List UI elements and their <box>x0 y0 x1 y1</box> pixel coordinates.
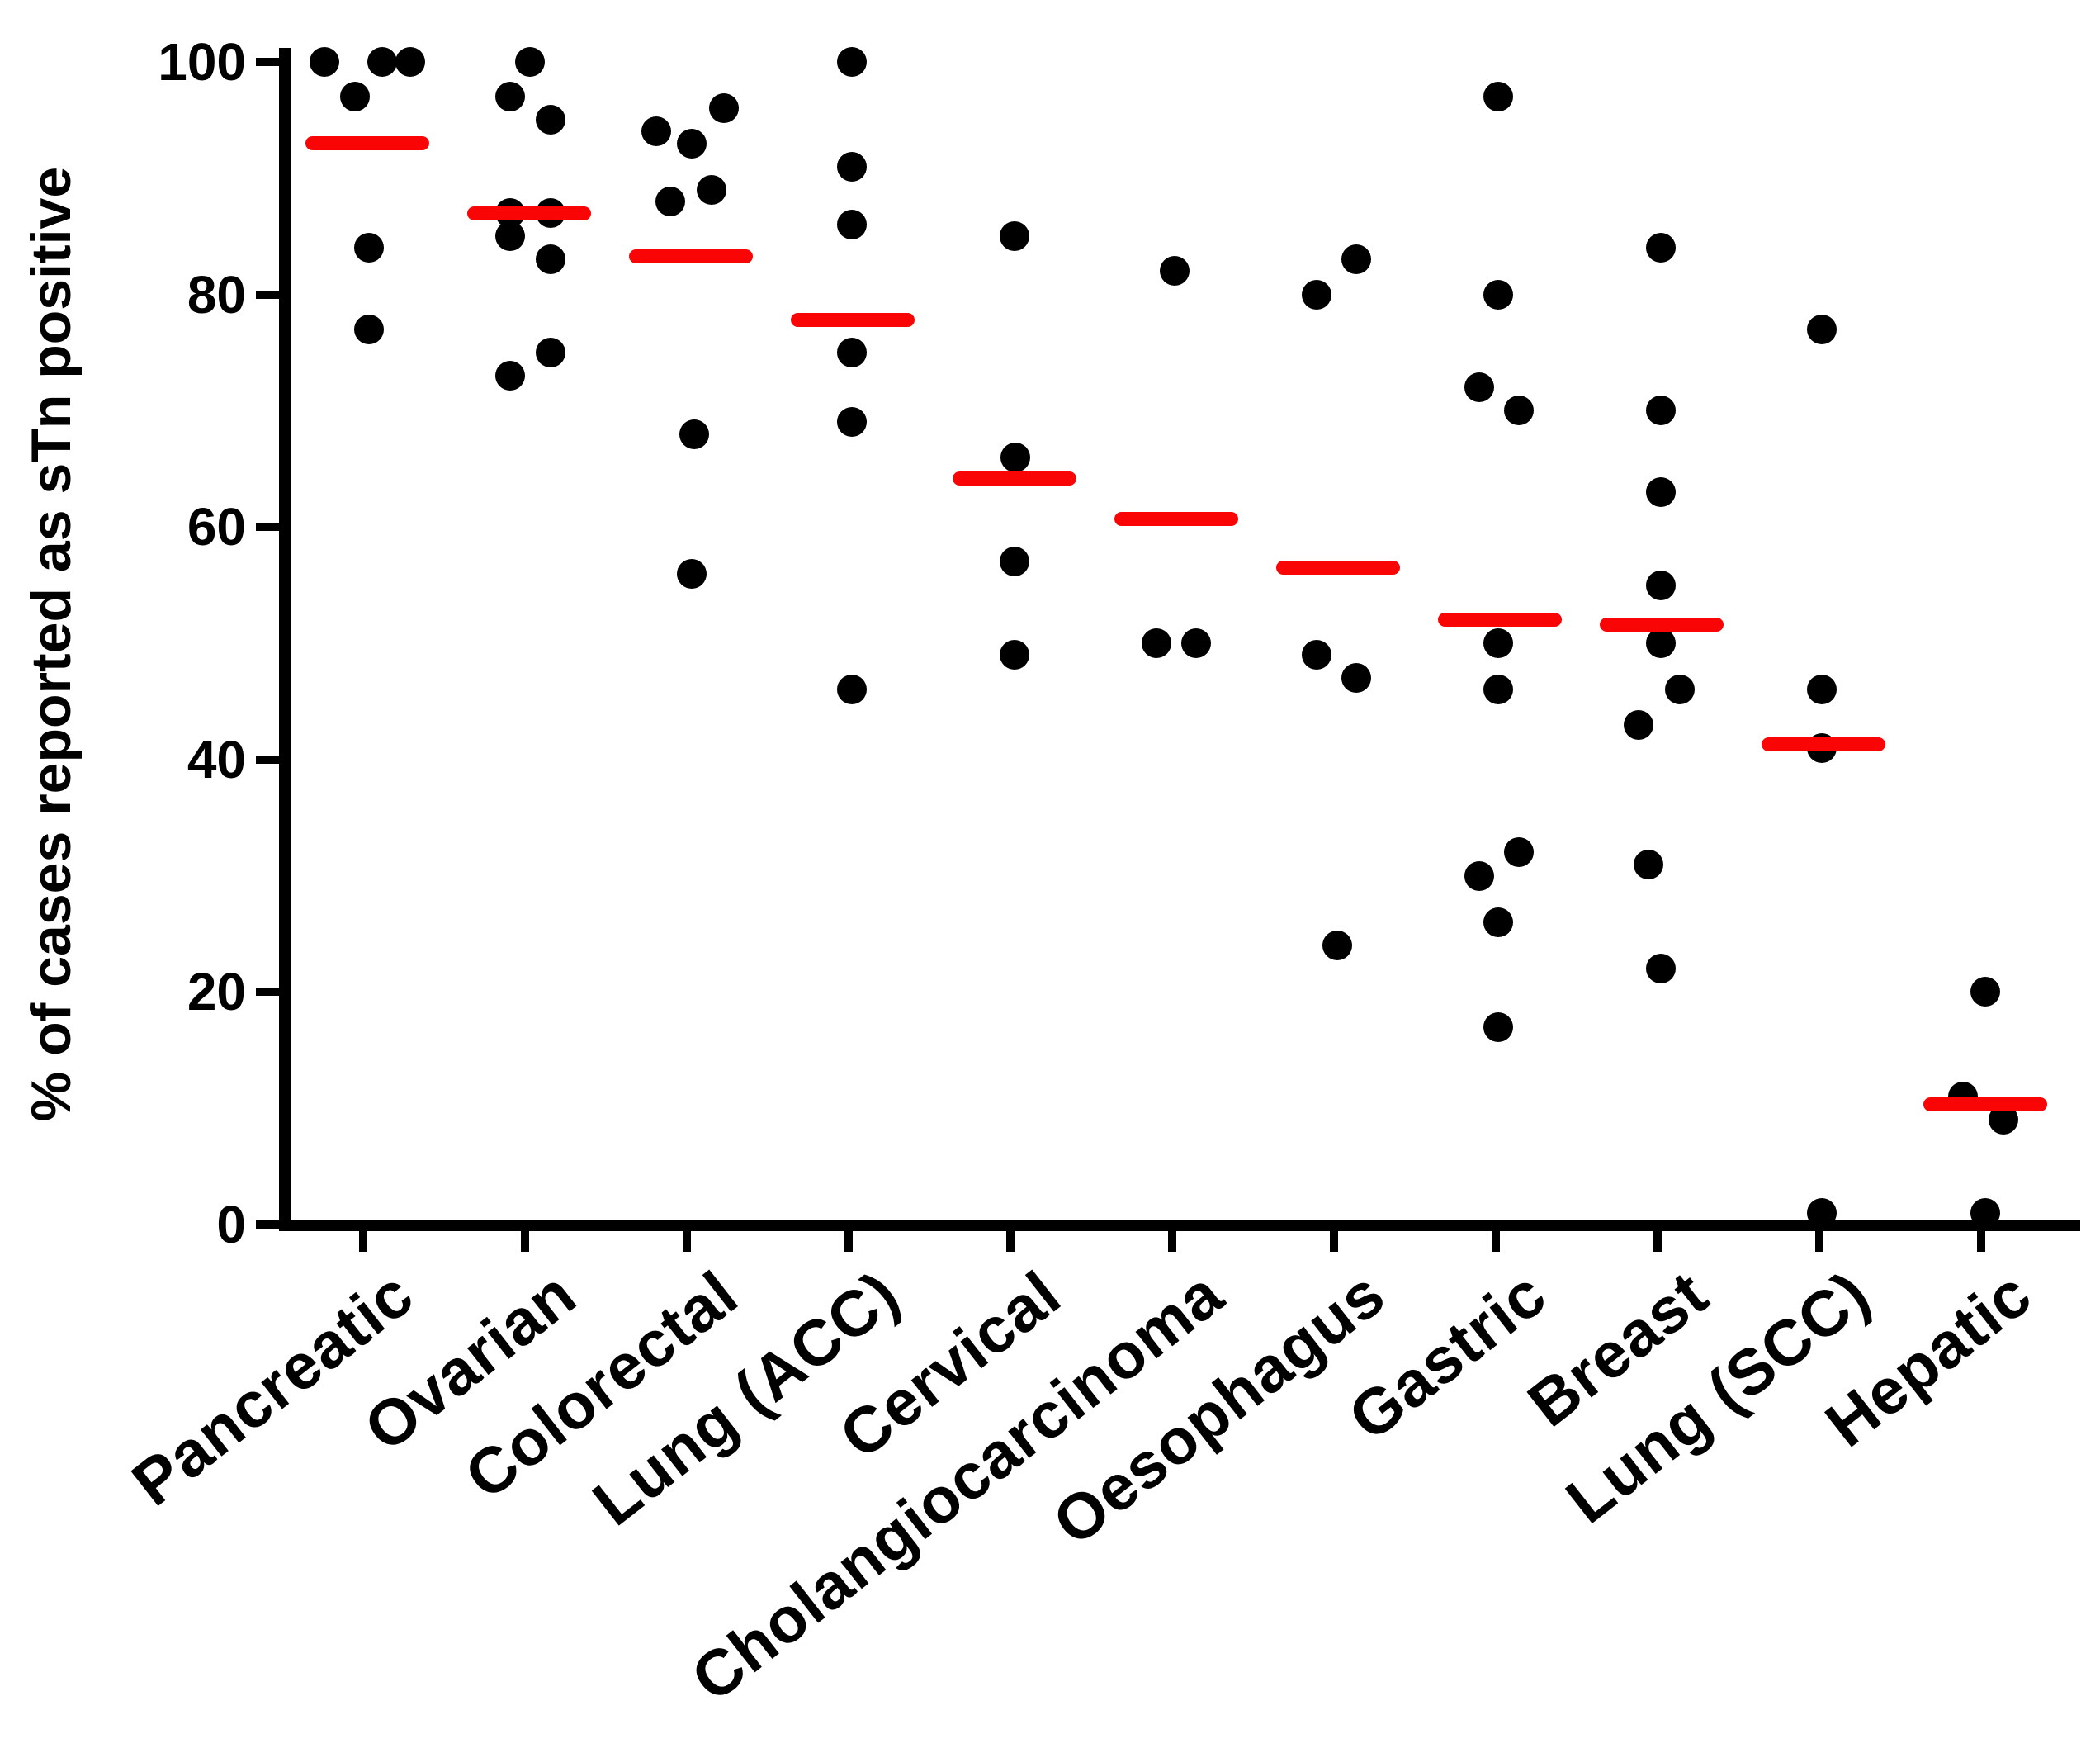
x-axis-tick <box>521 1230 529 1252</box>
data-point <box>395 47 425 77</box>
mean-line <box>1600 617 1724 632</box>
y-tick-label: 0 <box>216 1195 246 1254</box>
data-point <box>1160 256 1190 287</box>
data-point <box>1000 442 1030 472</box>
data-point <box>1646 954 1676 984</box>
data-point <box>837 338 867 367</box>
data-point <box>641 116 671 147</box>
mean-line <box>1114 511 1238 526</box>
data-point <box>677 128 707 159</box>
mean-line <box>1438 613 1562 628</box>
data-point <box>1483 82 1513 112</box>
data-point <box>837 210 867 240</box>
data-point <box>679 419 709 449</box>
data-point <box>677 558 707 589</box>
mean-line <box>1276 560 1400 575</box>
data-point <box>495 82 525 112</box>
x-axis-tick <box>683 1230 691 1252</box>
data-point <box>1302 640 1331 670</box>
data-point <box>1970 977 2000 1007</box>
y-axis-tick <box>256 58 279 66</box>
data-point <box>536 244 565 275</box>
y-axis-tick <box>256 988 279 997</box>
data-point <box>1464 372 1494 403</box>
x-axis-tick <box>1815 1230 1823 1252</box>
data-point <box>1000 221 1029 252</box>
x-axis-tick <box>1492 1230 1500 1252</box>
mean-line <box>1923 1097 2047 1112</box>
y-axis-tick <box>256 1220 279 1229</box>
data-point <box>1483 675 1513 705</box>
data-point <box>1483 628 1513 658</box>
x-axis-tick <box>1006 1230 1015 1252</box>
data-point <box>1646 570 1676 600</box>
mean-line <box>953 471 1076 486</box>
y-tick-label: 20 <box>187 962 246 1022</box>
data-point <box>1807 675 1837 705</box>
data-point <box>1302 279 1331 310</box>
y-axis-tick <box>256 523 279 532</box>
y-tick-label: 80 <box>187 264 246 324</box>
y-tick-label: 100 <box>158 32 246 92</box>
data-point <box>709 93 739 124</box>
x-axis-tick <box>1330 1230 1338 1252</box>
data-point <box>655 186 685 216</box>
data-point <box>1504 837 1534 868</box>
data-point <box>1483 1011 1513 1042</box>
data-point <box>495 361 525 391</box>
data-point <box>1483 279 1513 310</box>
x-axis-tick <box>1977 1230 1985 1252</box>
y-tick-label: 40 <box>187 729 246 789</box>
data-point <box>367 47 397 77</box>
data-point <box>495 221 525 252</box>
x-axis-tick <box>359 1230 367 1252</box>
data-point <box>1646 628 1676 658</box>
data-point <box>1181 628 1211 658</box>
data-point <box>837 407 867 438</box>
data-point <box>1665 675 1695 705</box>
x-axis-line <box>279 1220 2080 1231</box>
x-axis-tick <box>1653 1230 1662 1252</box>
x-axis-tick <box>844 1230 853 1252</box>
data-point <box>1000 640 1029 670</box>
data-point <box>1341 663 1371 694</box>
data-point <box>1624 709 1653 740</box>
data-point <box>536 338 565 367</box>
x-axis-tick <box>1168 1230 1176 1252</box>
y-axis-line <box>279 48 291 1230</box>
mean-line <box>467 206 591 220</box>
data-point <box>837 675 867 705</box>
y-axis-tick <box>256 755 279 764</box>
data-point <box>1142 628 1171 658</box>
data-point <box>837 151 867 182</box>
data-point <box>354 233 384 263</box>
y-axis-title: % of cases reported as sTn positive <box>20 166 83 1122</box>
data-point <box>1646 476 1676 507</box>
data-point <box>837 47 867 77</box>
mean-line <box>1762 737 1885 751</box>
data-point <box>697 174 726 205</box>
data-point <box>1807 314 1837 344</box>
data-point <box>1634 849 1663 879</box>
data-point <box>1646 396 1676 426</box>
data-point <box>310 47 339 77</box>
data-point <box>1464 860 1494 891</box>
y-axis-tick <box>256 290 279 299</box>
data-point <box>515 47 545 77</box>
y-tick-label: 60 <box>187 497 246 557</box>
mean-line <box>305 136 429 151</box>
data-point <box>1646 233 1676 263</box>
data-point <box>354 314 384 344</box>
data-point <box>536 105 565 135</box>
mean-line <box>791 313 915 328</box>
data-point <box>1483 907 1513 937</box>
data-point <box>1341 244 1371 275</box>
data-point <box>340 82 370 112</box>
data-point <box>1000 547 1029 577</box>
data-point <box>1504 396 1534 426</box>
mean-line <box>629 249 753 263</box>
data-point <box>1322 931 1352 961</box>
